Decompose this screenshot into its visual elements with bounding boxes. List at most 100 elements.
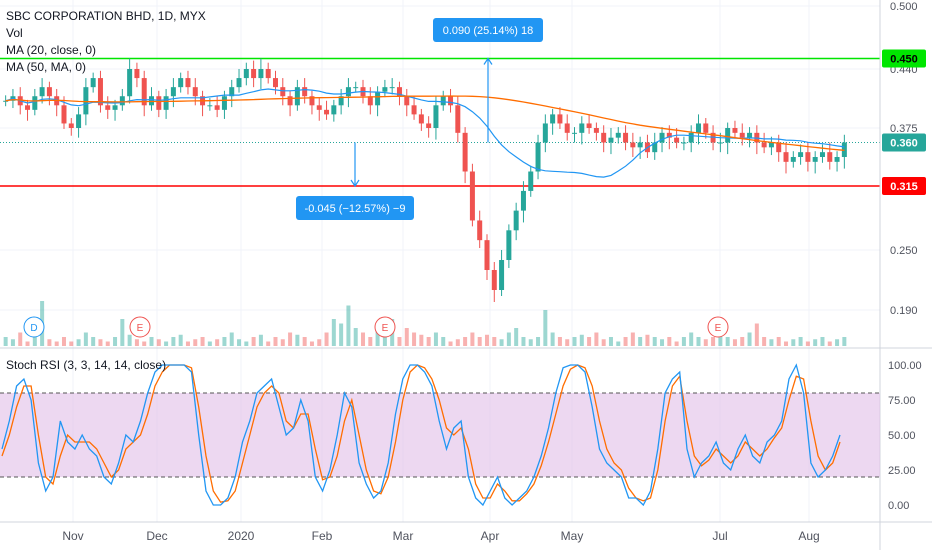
candle-body	[338, 96, 344, 106]
ma50-legend[interactable]: MA (50, MA, 0)	[6, 60, 86, 74]
measure-label-box[interactable]	[296, 196, 414, 220]
candle-body	[513, 210, 519, 231]
rsi-legend[interactable]: Stoch RSI (3, 3, 14, 14, close)	[6, 358, 166, 372]
candle-body	[491, 270, 497, 290]
event-marker-e[interactable]	[707, 316, 729, 338]
volume-bar	[25, 341, 30, 346]
volume-bar	[10, 339, 15, 346]
candle-body	[251, 69, 257, 79]
support-price-tag-label: 0.315	[890, 181, 918, 193]
rsi-axis[interactable]: 100.00 75.00 50.00 25.00 0.00	[888, 360, 922, 512]
volume-bar	[536, 337, 541, 346]
candle-body	[732, 128, 738, 133]
candle-body	[768, 142, 774, 148]
candle-body	[127, 69, 133, 97]
volume-bar	[492, 337, 497, 346]
volume-bar	[499, 339, 504, 346]
candle-body	[455, 105, 461, 133]
volume-bar	[623, 337, 628, 346]
candle-body	[666, 132, 672, 138]
volume-bar	[142, 341, 147, 346]
candle-body	[345, 87, 351, 97]
volume-bar	[91, 337, 96, 346]
volume-bar	[105, 341, 110, 346]
volume-bar	[557, 337, 562, 346]
candle-body	[418, 114, 424, 124]
candle-body	[141, 78, 147, 106]
volume-legend[interactable]: Vol	[6, 26, 23, 40]
volume-bar	[98, 339, 103, 346]
candle-body	[280, 87, 286, 97]
price-tick-label: 0.190	[890, 305, 918, 317]
event-marker-e[interactable]	[129, 316, 151, 338]
candle-body	[717, 142, 723, 144]
volume-bar	[813, 339, 818, 346]
event-marker-e[interactable]	[374, 316, 396, 338]
volume-bar	[426, 337, 431, 346]
volume-bar	[827, 341, 832, 346]
resistance-price-tag-label: 0.450	[890, 54, 918, 66]
candle-body	[448, 96, 454, 106]
volume-bar	[842, 337, 847, 346]
candle-body	[46, 87, 52, 97]
measure-label: 0.090 (25.14%) 18	[443, 25, 534, 37]
volume-bar	[441, 337, 446, 346]
candle-body	[484, 240, 490, 270]
candle-body	[404, 96, 410, 106]
volume-bar	[572, 337, 577, 346]
volume-bar	[324, 332, 329, 346]
event-letter: E	[382, 323, 389, 334]
volume-bar	[266, 341, 271, 346]
volume-bar	[630, 332, 635, 346]
candle-body	[783, 152, 789, 162]
candle-body	[433, 105, 439, 128]
candle-body	[389, 87, 395, 89]
candle-body	[192, 87, 198, 97]
candle-body	[462, 132, 468, 172]
ma20-legend[interactable]: MA (20, close, 0)	[6, 43, 96, 57]
rsi-tick-label: 25.00	[888, 465, 916, 477]
measure-label-box[interactable]	[433, 18, 543, 42]
chart-title[interactable]: SBC CORPORATION BHD, 1D, MYX	[6, 9, 206, 23]
ma50-line	[5, 95, 845, 151]
candle-body	[834, 157, 840, 162]
volume-bar	[222, 337, 227, 346]
candle-body	[725, 128, 731, 143]
volume-bar	[667, 337, 672, 346]
candle-body	[630, 142, 636, 148]
candle-body	[3, 100, 9, 102]
candle-body	[469, 171, 475, 221]
candle-body	[294, 87, 300, 106]
candle-body	[827, 152, 833, 162]
volume-bar	[229, 332, 234, 346]
time-tick-label: Nov	[62, 529, 83, 543]
volume-bar	[747, 332, 752, 346]
time-axis[interactable]: Nov Dec 2020 Feb Mar Apr May Jul Aug	[62, 529, 819, 543]
event-marker-d[interactable]	[23, 316, 45, 338]
volume-bar	[404, 328, 409, 346]
volume-bar	[164, 341, 169, 346]
volume-bar	[696, 337, 701, 346]
volume-bar	[521, 337, 526, 346]
candle-body	[258, 69, 264, 79]
volume-bar	[185, 341, 190, 346]
rsi-tick-label: 100.00	[888, 360, 922, 372]
volume-bar	[820, 337, 825, 346]
volume-bar	[528, 339, 533, 346]
candle-body	[170, 87, 176, 97]
candle-body	[776, 142, 782, 153]
measure-callouts[interactable]: 0.090 (25.14%) 18 -0.045 (−12.57%) −9	[296, 18, 543, 220]
volume-bar	[54, 341, 59, 346]
time-tick-label: Aug	[798, 529, 819, 543]
candle-body	[593, 128, 599, 133]
volume-bar	[83, 332, 88, 346]
volume-bar	[251, 337, 256, 346]
volume-bar	[543, 310, 548, 346]
volume-bar	[835, 339, 840, 346]
price-tick-label: 0.375	[890, 123, 918, 135]
candle-body	[324, 109, 330, 115]
candle-body	[221, 96, 227, 110]
volume-bar	[638, 337, 643, 346]
candle-body	[477, 220, 483, 241]
